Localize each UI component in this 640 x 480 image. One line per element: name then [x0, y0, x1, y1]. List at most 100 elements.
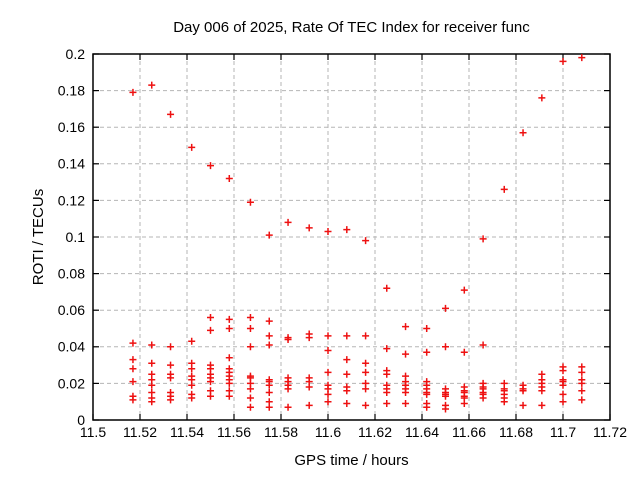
data-point-marker — [460, 400, 468, 408]
data-point-marker — [129, 356, 137, 364]
data-point-marker — [460, 286, 468, 294]
data-point-marker — [324, 390, 332, 398]
x-tick-label: 11.52 — [123, 424, 157, 440]
data-point-marker — [362, 385, 370, 393]
data-point-marker — [442, 392, 449, 400]
data-point-marker — [207, 314, 214, 322]
data-point-marker — [402, 389, 410, 397]
data-point-marker — [479, 394, 487, 402]
data-point-marker — [362, 237, 370, 245]
data-point-marker — [324, 228, 332, 236]
data-point-marker — [265, 317, 273, 325]
x-tick-label: 11.54 — [170, 424, 204, 440]
data-point-marker — [324, 346, 332, 354]
x-tick-label: 11.58 — [264, 424, 298, 440]
y-tick-label: 0.02 — [58, 375, 85, 391]
data-point-marker — [265, 332, 273, 340]
data-point-marker — [343, 356, 351, 364]
grid-lines — [93, 54, 610, 420]
data-point-marker — [578, 387, 586, 395]
data-point-marker — [402, 323, 410, 331]
data-point-marker — [343, 332, 351, 340]
data-point-marker — [343, 370, 351, 378]
data-point-marker — [167, 396, 175, 404]
data-point-marker — [129, 378, 137, 386]
data-point-marker — [225, 325, 233, 332]
data-point-marker — [559, 367, 567, 375]
data-point-marker — [246, 343, 254, 351]
x-tick-label: 11.72 — [593, 424, 627, 440]
x-tick-label: 11.62 — [358, 424, 392, 440]
data-point-marker — [383, 370, 391, 378]
x-tick-label: 11.66 — [452, 424, 486, 440]
data-point-marker — [129, 396, 137, 404]
data-point-marker — [188, 381, 196, 389]
data-point-marker — [559, 390, 567, 398]
data-point-marker — [265, 381, 273, 389]
data-point-marker — [284, 403, 292, 411]
data-point-marker — [225, 354, 233, 362]
data-point-marker — [500, 185, 508, 193]
x-tick-label: 11.68 — [499, 424, 533, 440]
data-point-marker — [148, 381, 156, 389]
y-tick-label: 0.06 — [58, 302, 85, 318]
data-point-marker — [442, 343, 449, 351]
x-tick-label: 11.64 — [405, 424, 439, 440]
data-point-marker — [362, 401, 370, 409]
data-point-marker — [265, 403, 273, 411]
data-point-marker — [167, 110, 175, 118]
data-point-marker — [423, 348, 431, 356]
y-tick-label: 0.08 — [58, 266, 85, 282]
data-point-marker — [246, 394, 254, 402]
data-point-marker — [324, 398, 332, 406]
data-point-marker — [519, 401, 527, 409]
data-point-marker — [148, 81, 156, 89]
y-tick-label: 0.04 — [58, 339, 85, 355]
data-points — [129, 54, 586, 413]
y-axis-label: ROTI / TECUs — [30, 188, 47, 286]
x-tick-label: 11.56 — [217, 424, 251, 440]
data-point-marker — [559, 381, 567, 389]
data-point-marker — [383, 284, 391, 292]
data-point-marker — [559, 57, 567, 65]
data-point-marker — [284, 335, 292, 343]
data-point-marker — [460, 348, 468, 356]
data-point-marker — [442, 304, 449, 312]
data-point-marker — [519, 129, 527, 137]
x-tick-label: 11.7 — [550, 424, 576, 440]
data-point-marker — [343, 400, 351, 408]
x-tick-label: 11.5 — [80, 424, 106, 440]
data-point-marker — [246, 403, 254, 411]
tick-labels: 11.5 11.52 11.54 11.56 11.58 11.6 11.62 11.64 11… — [58, 46, 627, 440]
data-point-marker — [559, 398, 567, 406]
data-point-marker — [167, 361, 175, 369]
data-point-marker — [362, 359, 370, 367]
data-point-marker — [188, 337, 196, 345]
data-point-marker — [225, 174, 233, 182]
data-point-marker — [225, 379, 233, 387]
y-tick-label: 0.18 — [58, 83, 85, 99]
data-point-marker — [305, 383, 313, 391]
data-point-marker — [188, 394, 196, 402]
data-point-marker — [538, 94, 546, 102]
data-point-marker — [148, 398, 156, 406]
data-point-marker — [265, 341, 273, 349]
data-point-marker — [305, 401, 313, 409]
data-point-marker — [207, 326, 214, 334]
data-point-marker — [305, 334, 313, 342]
data-point-marker — [207, 392, 214, 400]
data-point-marker — [225, 315, 233, 323]
data-point-marker — [578, 368, 586, 376]
data-point-marker — [442, 405, 449, 413]
data-point-marker — [225, 392, 233, 400]
data-point-marker — [578, 396, 586, 404]
data-point-marker — [578, 54, 586, 62]
data-point-marker — [538, 387, 546, 395]
data-point-marker — [207, 378, 214, 386]
data-point-marker — [479, 235, 487, 243]
data-point-marker — [305, 224, 313, 232]
data-point-marker — [423, 390, 431, 398]
data-point-marker — [129, 365, 137, 373]
data-point-marker — [246, 325, 254, 332]
